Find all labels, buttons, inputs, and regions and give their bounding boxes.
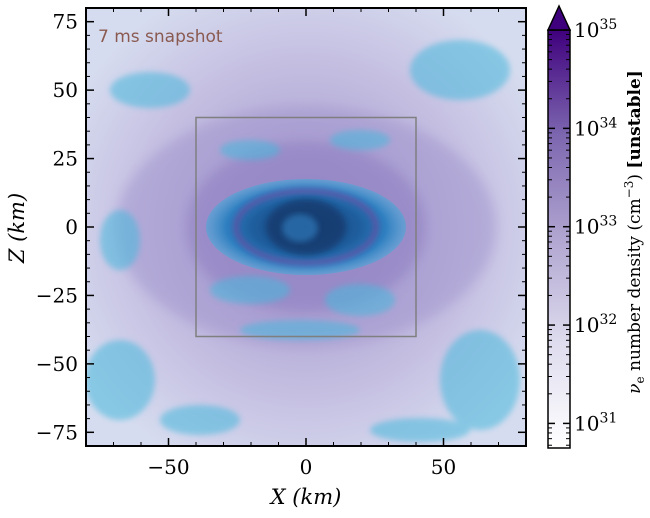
colorbar-tick-label: 1034 [574, 115, 617, 140]
colorbar-extend-max [546, 4, 572, 31]
x-tick-label: 50 [431, 455, 456, 479]
x-tick-label: −50 [147, 455, 189, 479]
axis-ticks [86, 7, 526, 447]
y-tick-label: −50 [36, 352, 78, 376]
y-tick-label: −25 [36, 283, 78, 307]
snapshot-annotation: 7 ms snapshot [98, 27, 223, 47]
colorbar-tick-label: 1035 [574, 17, 617, 42]
y-tick-label: 25 [53, 147, 78, 171]
colorbar-tick-label: 1033 [574, 214, 617, 239]
colorbar-gradient [547, 29, 571, 449]
colorbar-tick-label: 1032 [574, 312, 617, 337]
x-axis-label: X (km) [269, 485, 342, 509]
colorbar: 1035 1034 1033 1032 1031 νe number density (… [546, 4, 647, 449]
density-field [86, 8, 526, 446]
colorbar-tick-label: 1031 [574, 410, 617, 435]
y-tick-label: −75 [36, 420, 78, 444]
y-tick-label: 50 [53, 78, 78, 102]
y-axis-label: Z (km) [5, 193, 29, 264]
y-tick-label: 0 [65, 215, 78, 239]
x-tick-label: 0 [300, 455, 313, 479]
cyan-patches [86, 40, 520, 442]
ring-region [234, 189, 378, 265]
inset-box [195, 116, 417, 338]
tick-labels: −50 0 50 75 50 25 0 −25 −50 −75 [36, 10, 456, 479]
colorbar-label: νe number density (cm−3) [unstable] [622, 70, 647, 394]
y-tick-label: 75 [53, 10, 78, 34]
colorbar-ticks: 1035 1034 1033 1032 1031 [548, 17, 617, 446]
